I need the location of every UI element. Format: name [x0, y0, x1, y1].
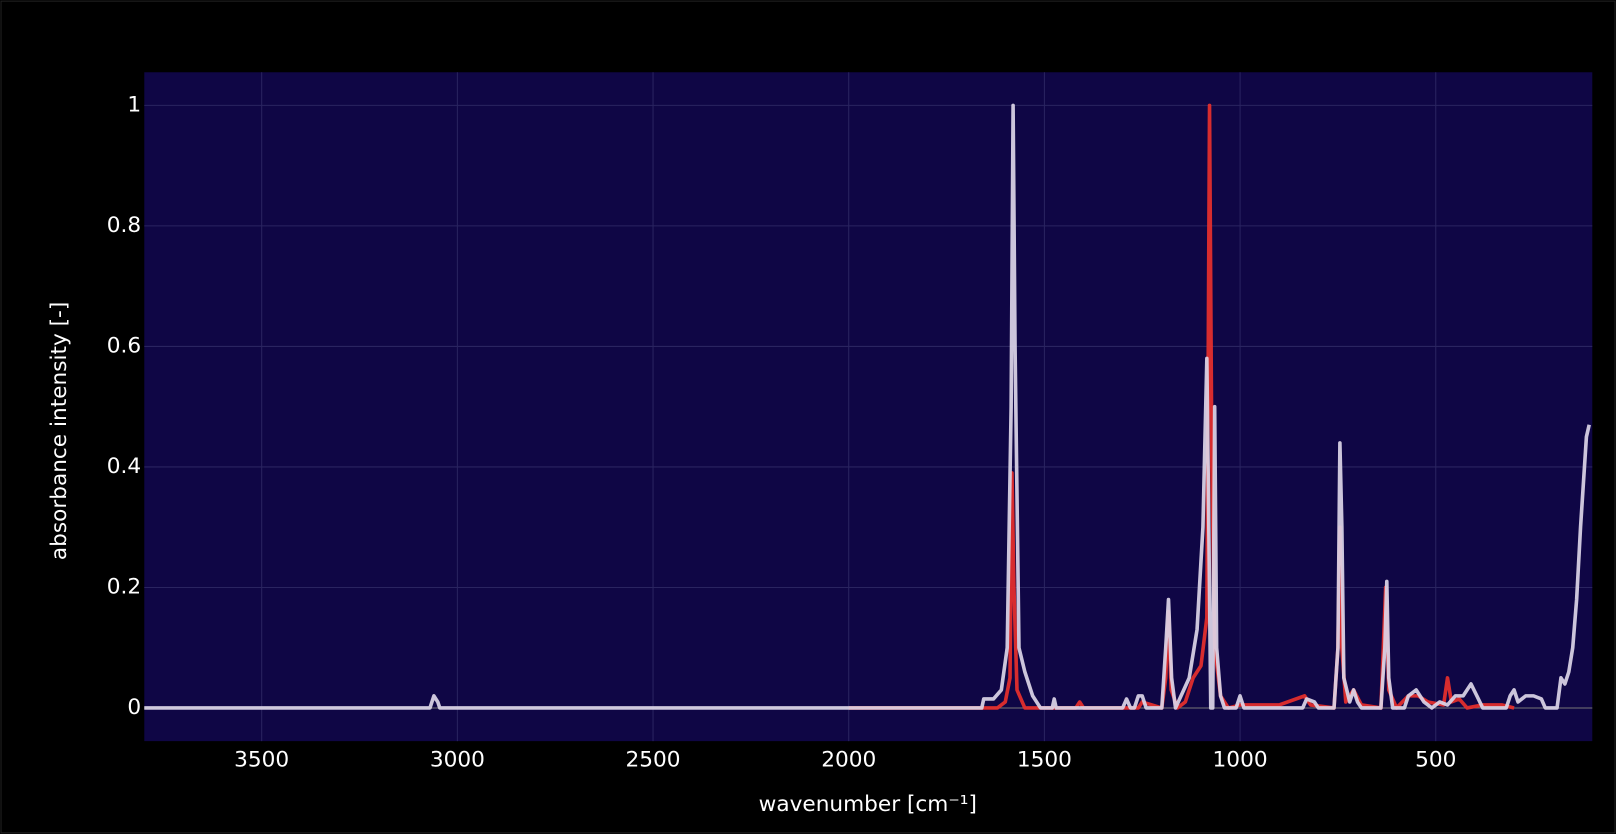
y-tick-label: 1 — [127, 92, 141, 117]
x-tick-label: 3500 — [234, 748, 289, 773]
series-line — [144, 103, 1591, 710]
plot-area — [144, 72, 1593, 742]
y-tick-label: 0.2 — [107, 574, 141, 599]
y-tick-label: 0.4 — [107, 454, 141, 479]
x-tick-label: 1500 — [1017, 748, 1072, 773]
y-tick-label: 0 — [127, 695, 141, 720]
y-tick-label: 0.6 — [107, 333, 141, 358]
y-axis-title: absorbance intensity [-] — [47, 302, 72, 560]
x-tick-label: 500 — [1415, 748, 1456, 773]
x-axis-title: wavenumber [cm⁻¹] — [759, 792, 977, 817]
x-tick-label: 1000 — [1213, 748, 1268, 773]
x-tick-label: 2000 — [821, 748, 876, 773]
x-tick-label: 2500 — [626, 748, 681, 773]
y-tick-label: 0.8 — [107, 213, 141, 238]
x-tick-label: 3000 — [430, 748, 485, 773]
